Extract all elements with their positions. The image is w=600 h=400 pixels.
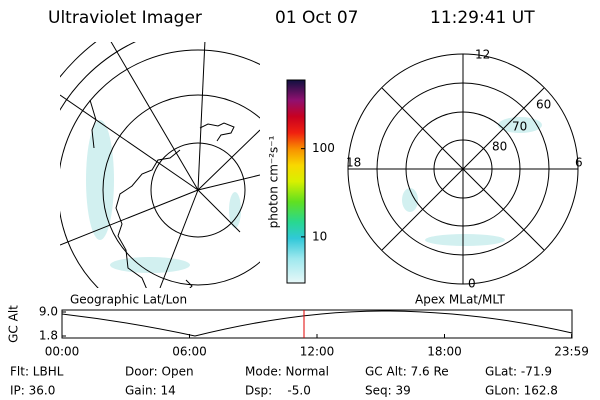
mlt-label: 6 (575, 156, 583, 170)
altitude-curve (61, 310, 573, 337)
status-field: Mode: Normal (245, 365, 329, 379)
y-tick-label: 1.8 (39, 329, 58, 343)
status-field: Gain: 14 (125, 384, 176, 398)
lat-label: 70 (512, 120, 527, 134)
date: 01 Oct 07 (275, 8, 358, 28)
status-field: Seq: 39 (365, 384, 411, 398)
mlt-label: 12 (475, 48, 490, 62)
x-tick-label: 12:00 (300, 345, 335, 359)
status-field: Door: Open (125, 365, 194, 379)
mlt-label: 0 (468, 277, 476, 291)
x-tick-label: 23:59 (554, 345, 589, 359)
status-field: Dsp: -5.0 (245, 384, 311, 398)
polar-grid (347, 53, 579, 285)
status-field: Flt: LBHL (10, 365, 64, 379)
status-field: IP: 36.0 (10, 384, 55, 398)
status-field: GLon: 162.8 (485, 384, 558, 398)
status-field: GC Alt: 7.6 Re (365, 365, 449, 379)
colorbar-tick-label: 100 (312, 141, 335, 155)
lat-label: 60 (536, 98, 551, 112)
x-tick-label: 00:00 (45, 345, 80, 359)
colorbar-tick-label: 10 (312, 229, 327, 243)
colorbar (286, 79, 306, 284)
colorbar-label: photon cm⁻²s⁻¹ (267, 135, 281, 228)
x-tick-label: 06:00 (172, 345, 207, 359)
time: 11:29:41 UT (430, 8, 535, 28)
mlt-label: 18 (346, 156, 361, 170)
title: Ultraviolet Imager (48, 8, 202, 28)
panel-label: Geographic Lat/Lon (70, 293, 187, 307)
status-field: GLat: -71.9 (485, 365, 552, 379)
y-tick-label: 9.0 (39, 305, 58, 319)
altitude-label: GC Alt (7, 305, 21, 343)
x-tick-label: 18:00 (427, 345, 462, 359)
panel-label: Apex MLat/MLT (415, 293, 505, 307)
lat-label: 80 (492, 140, 507, 154)
geographic-map (60, 42, 260, 288)
